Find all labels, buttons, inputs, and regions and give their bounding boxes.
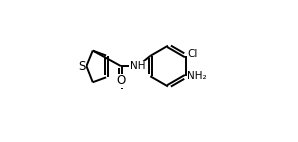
Text: NH: NH bbox=[130, 61, 145, 71]
Text: NH₂: NH₂ bbox=[187, 71, 207, 81]
Text: S: S bbox=[78, 60, 86, 73]
Text: O: O bbox=[116, 74, 125, 87]
Text: Cl: Cl bbox=[187, 49, 197, 59]
